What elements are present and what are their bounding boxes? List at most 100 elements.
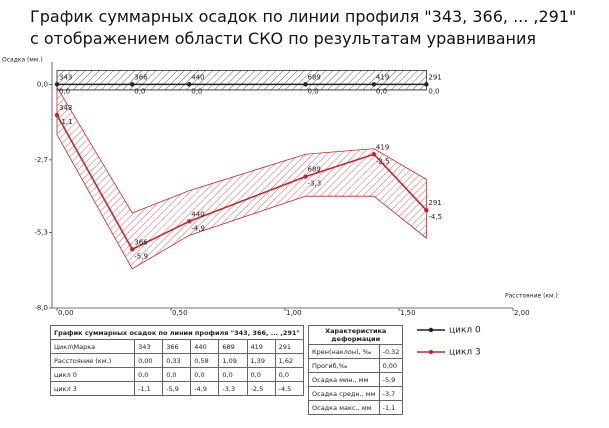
table-cell: -3,3: [218, 381, 248, 396]
point-label: 689: [308, 166, 321, 174]
value-label: 0,0: [428, 87, 439, 95]
chart: График суммарных осадок по линии профиля…: [2, 7, 576, 317]
legend-label: цикл 0: [449, 326, 481, 336]
sko-band: [56, 85, 427, 270]
table-title-row: Характеристика деформации: [307, 325, 404, 345]
legend-box: цикл 0 цикл 3: [417, 326, 481, 358]
x-tick-label: 0,50: [172, 309, 188, 317]
table-row: Прогиб,‰ 0,00: [308, 358, 404, 373]
y-axis-title: Осадка (мм.): [2, 57, 43, 64]
table-cell: 0,0: [246, 367, 276, 382]
value-label: 0,0: [191, 87, 202, 95]
table-row: Осадка мин., мм -5,9: [308, 372, 404, 387]
table-cell: Осадка мин., мм: [308, 372, 380, 387]
point-label: 291: [428, 199, 441, 207]
data-point: [424, 207, 429, 213]
point-label: 291: [428, 73, 441, 81]
data-point: [54, 82, 60, 87]
table-cell: 343: [134, 339, 164, 354]
data-point: [54, 112, 60, 118]
value-label: -3,3: [308, 180, 322, 188]
table-cell: -1,1: [134, 381, 164, 396]
series-line: [56, 114, 427, 251]
table-cell: -4,9: [190, 381, 220, 396]
table-title-row: График суммарных осадок по линии профиля…: [50, 325, 304, 340]
table-row: Крен(наклон), ‰ -0,32: [308, 344, 404, 359]
value-label: 0,0: [308, 87, 319, 95]
table-cell: 366: [162, 339, 192, 354]
value-label: -2,5: [376, 157, 390, 165]
table-cell: Крен(наклон), ‰: [308, 344, 380, 359]
point-label: 366: [134, 238, 148, 246]
table-cell: 0,0: [218, 367, 248, 382]
table-cell: цикл 0: [49, 367, 136, 382]
table-cell: 1,09: [218, 353, 248, 368]
table-cell: Осадка средн., мм: [308, 386, 380, 401]
value-label: 0,0: [376, 87, 387, 95]
table-cell: 291: [274, 339, 304, 354]
data-point: [187, 82, 192, 87]
table-cell: 1,62: [274, 353, 304, 368]
table-title: Характеристика деформации: [307, 325, 404, 345]
point-label: 419: [376, 143, 389, 151]
chart-title: с отображением области СКО по результата…: [30, 29, 536, 48]
table-row: Расстояние (км.) 0,00 0,33 0,58 1,09 1,39 1,62: [49, 353, 304, 368]
legend-marker: [428, 349, 434, 355]
x-tick-label: 0,00: [58, 309, 74, 317]
table-cell: Прогиб,‰: [308, 358, 380, 373]
table-cell: -5,9: [378, 372, 404, 387]
table-cell: Цикл\Марка: [49, 339, 136, 354]
legend: цикл 0 цикл 3: [415, 322, 505, 362]
table-cell: -1,1: [378, 400, 404, 415]
value-label: -1,1: [59, 118, 73, 126]
x-tick-label: 1,00: [286, 309, 302, 317]
sko-band: [56, 69, 427, 91]
table-cell: -2,5: [246, 381, 276, 396]
table-cell: 440: [190, 339, 220, 354]
table-cell: -5,9: [162, 381, 192, 396]
legend-label: цикл 3: [449, 348, 481, 358]
point-label: 440: [191, 210, 204, 218]
point-label: 440: [191, 73, 204, 81]
table-cell: 0,00: [378, 358, 404, 373]
data-point: [303, 82, 308, 87]
table-cell: 0,00: [134, 353, 164, 368]
x-axis-title: Расстояние (км.): [505, 293, 558, 300]
data-point: [130, 82, 135, 87]
value-label: -4,5: [428, 213, 442, 221]
value-label: -5,9: [134, 252, 148, 260]
point-label: 689: [308, 73, 321, 81]
data-point: [303, 174, 308, 179]
point-label: 343: [59, 104, 72, 112]
table-cell: -0,32: [378, 344, 404, 359]
value-label: 0,0: [134, 87, 145, 95]
data-point: [187, 219, 192, 224]
legend-marker: [428, 327, 434, 333]
table-title: График суммарных осадок по линии профиля…: [50, 325, 304, 340]
table-row: Осадка макс., мм -1,1: [308, 400, 404, 415]
y-tick-label: -2,7: [34, 156, 48, 164]
y-tick-label: -8,0: [34, 304, 48, 312]
table-cell: 0,0: [274, 367, 304, 382]
table-cell: Осадка макс., мм: [308, 400, 380, 415]
table-cell: -3,7: [378, 386, 404, 401]
table-row: цикл 0 0,0 0,0 0,0 0,0 0,0 0,0: [49, 367, 304, 382]
data-point: [130, 247, 135, 252]
table-cell: 1,39: [246, 353, 276, 368]
y-tick-label: -5,3: [34, 229, 48, 237]
value-label: -4,9: [191, 224, 205, 232]
table-cell: 0,0: [190, 367, 220, 382]
point-label: 419: [376, 73, 389, 81]
data-point: [371, 152, 377, 157]
x-tick-label: 2,00: [514, 309, 530, 317]
x-tick-label: 1,50: [400, 309, 416, 317]
table-cell: 0,33: [162, 353, 192, 368]
point-label: 343: [59, 73, 72, 81]
chart-title: График суммарных осадок по линии профиля…: [30, 7, 576, 26]
table-cell: 0,0: [134, 367, 164, 382]
deformation-table: Характеристика деформации Крен(наклон), ‰…: [307, 325, 404, 415]
table-row: Осадка средн., мм -3,7: [308, 386, 404, 401]
point-label: 366: [134, 73, 148, 81]
value-label: 0,0: [59, 87, 70, 95]
table-cell: 419: [246, 339, 276, 354]
